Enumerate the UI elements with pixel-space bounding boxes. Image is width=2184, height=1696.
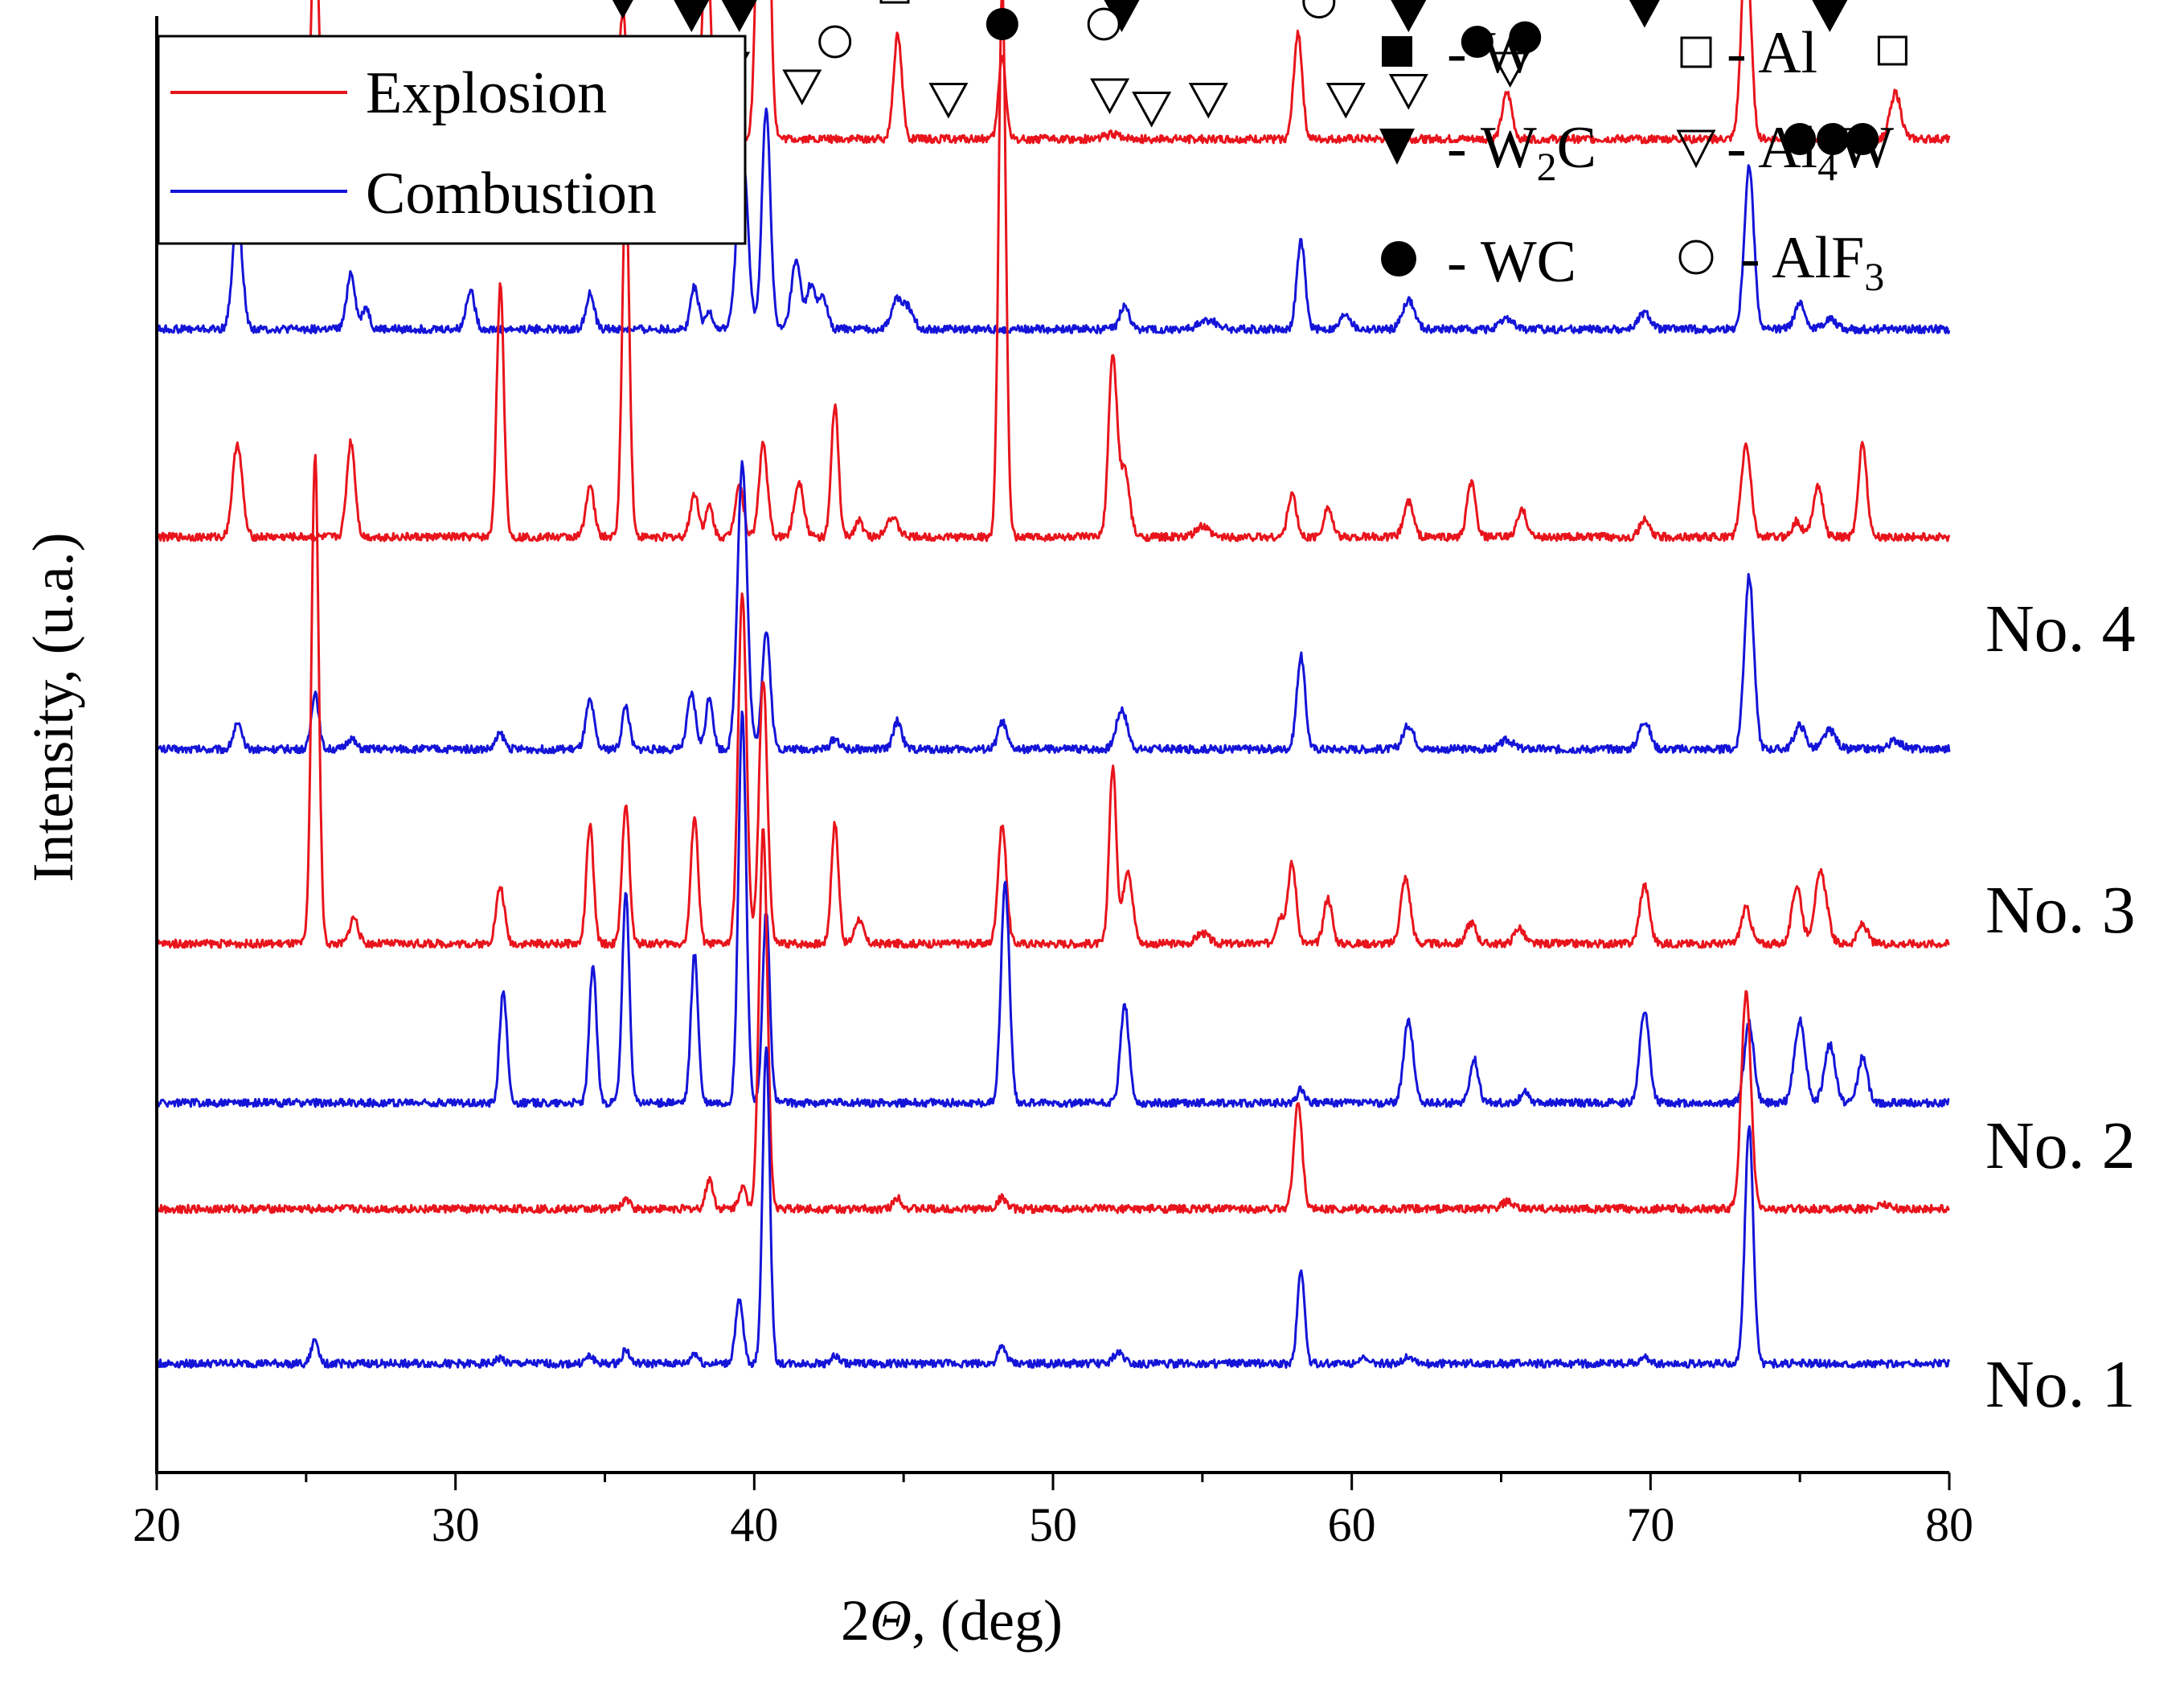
- sample-label-no3: No. 3: [1985, 873, 2136, 948]
- marker-al-78_1: [1877, 35, 1907, 66]
- marker-al4w-51_9: [1090, 78, 1130, 115]
- phase-legend-alf3-icon: [1678, 240, 1714, 275]
- marker-wc-75: [1784, 123, 1817, 155]
- trace-no-3-combustion: [155, 460, 1951, 755]
- phase-legend-w-icon: [1382, 36, 1412, 67]
- phase-legend-wc-icon: [1381, 241, 1416, 277]
- marker-w2c-37_9: [674, 0, 710, 32]
- phase-legend-al4w-label: - Al4W: [1727, 115, 1894, 189]
- phase-legend-wc-label: - WC: [1447, 229, 1576, 295]
- phase-legend-al4w-icon: [1676, 129, 1716, 169]
- sample-label-no1: No. 1: [1985, 1347, 2136, 1422]
- marker-w2c-76: [1812, 0, 1848, 32]
- marker-al-44_7: [879, 0, 910, 4]
- trace-no-4-combustion: [156, 107, 1951, 334]
- x-tick-label: 80: [1925, 1498, 1973, 1551]
- marker-wc-48_3: [985, 8, 1018, 40]
- legend-label-explosion: Explosion: [366, 60, 607, 126]
- legend-label-combustion: Combustion: [366, 161, 657, 227]
- x-tick-label: 30: [432, 1498, 480, 1551]
- marker-alf3-58_9: [1302, 0, 1336, 18]
- marker-wc-76_1: [1817, 123, 1850, 155]
- x-tick-label: 60: [1328, 1498, 1376, 1551]
- marker-w2c-52_3: [1104, 0, 1140, 32]
- legend-box: [157, 35, 747, 245]
- trace-no-1-combustion: [155, 1046, 1951, 1369]
- traces-layer: [155, 0, 1951, 1369]
- marker-al4w-55_2: [1188, 83, 1228, 119]
- x-tick-label: 50: [1029, 1498, 1077, 1551]
- y-axis-title: Intensity, (u.a.): [21, 532, 85, 882]
- phase-legend-al-icon: [1680, 36, 1712, 68]
- phase-legend-w2c-icon: [1379, 129, 1415, 165]
- phase-legend-al-label: - Al: [1727, 20, 1817, 86]
- marker-alf3-51_7: [1087, 7, 1121, 41]
- marker-al4w-61_9: [1388, 74, 1428, 110]
- phase-legend: - W - Al - W2C - Al4W - WC - AlF3: [1379, 20, 1894, 299]
- trace-no-1-explosion: [155, 828, 1950, 1215]
- phase-legend-alf3-label: - AlF3: [1740, 225, 1884, 299]
- marker-wc-65_8: [1509, 21, 1542, 54]
- x-tick-label: 70: [1626, 1498, 1674, 1551]
- marker-alf3-42_7: [818, 25, 852, 59]
- trace-no-3-explosion: [155, 0, 1951, 543]
- marker-w2c-69_8: [1629, 0, 1660, 28]
- marker-w2c-35_6: [612, 0, 633, 19]
- phase-legend-w-label: - W: [1447, 20, 1537, 86]
- x-ticks: 20 30 40 50 60 70 80: [133, 1473, 1973, 1551]
- sample-label-no4: No. 4: [1985, 592, 2136, 666]
- trace-no-2-explosion: [155, 453, 1950, 949]
- marker-al4w-65_3: [1490, 51, 1530, 88]
- marker-al4w-46_5: [928, 83, 969, 119]
- marker-wc-64_2: [1461, 26, 1494, 58]
- x-tick-label: 20: [133, 1498, 181, 1551]
- legend: Explosion Combustion: [157, 35, 747, 245]
- x-axis-title: 2Θ, (deg): [841, 1588, 1063, 1653]
- marker-w2c-61_9: [1391, 0, 1427, 32]
- sample-label-no2: No. 2: [1985, 1108, 2136, 1183]
- trace-no-2-combustion: [155, 710, 1950, 1108]
- marker-wc-77_1: [1846, 123, 1879, 155]
- marker-al4w-53_3: [1132, 92, 1172, 128]
- marker-al4w-59_8: [1326, 83, 1366, 119]
- phase-legend-w2c-label: - W2C: [1447, 115, 1596, 189]
- x-tick-label: 40: [730, 1498, 778, 1551]
- marker-w2c-39_5: [721, 0, 757, 32]
- marker-al4w-41_6: [782, 69, 822, 106]
